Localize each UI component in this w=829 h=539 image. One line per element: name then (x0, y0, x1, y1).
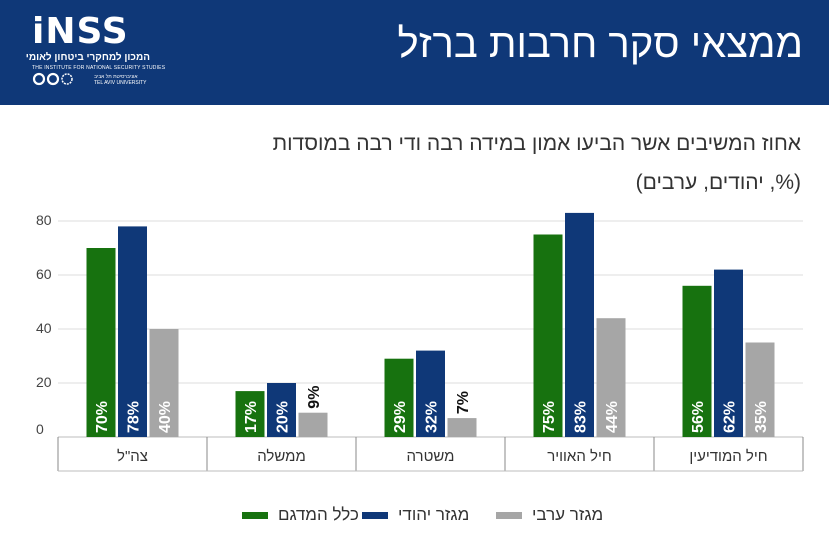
data-label: 75% (541, 401, 558, 433)
data-label: 20% (275, 401, 292, 433)
category-label: משטרה (407, 448, 455, 465)
bar (149, 329, 179, 437)
y-tick-label: 40 (36, 320, 52, 336)
bar (118, 226, 147, 437)
bar (298, 412, 328, 437)
chart-legend: כלל המדגם מגזר יהודי מגזר ערבי (0, 503, 829, 529)
data-label: 70% (94, 401, 111, 433)
bar (235, 391, 265, 437)
data-label: 9% (306, 386, 323, 409)
category-label: ממשלה (257, 448, 306, 465)
y-tick-label: 0 (36, 421, 44, 437)
data-label: 78% (126, 401, 143, 433)
bar (384, 358, 414, 437)
bar (682, 285, 712, 437)
bar (745, 342, 775, 437)
inss-logo: iNSS המכון למחקרי ביטחון לאומי THE INSTI… (25, 11, 166, 92)
data-label: 17% (243, 401, 260, 433)
y-tick-label: 20 (36, 374, 52, 390)
y-tick-label: 60 (36, 266, 52, 282)
category-label: צה"ל (117, 448, 148, 465)
logo-university-hebrew: אוניברסיטת תל אביב (94, 74, 138, 80)
legend-swatch (362, 512, 388, 519)
bar (447, 418, 477, 437)
bar (533, 234, 563, 437)
data-label: 83% (573, 401, 590, 433)
chart-subtitle-line2: (%, יהודים, ערבים) (635, 171, 801, 194)
legend-swatch (242, 512, 268, 519)
chart-subtitle-line1: אחוז המשיבים אשר הביעו אמון במידה רבה וד… (272, 132, 801, 155)
data-label: 35% (753, 401, 770, 433)
legend-label: מגזר יהודי (398, 505, 470, 524)
bar (565, 212, 594, 437)
bar (596, 318, 626, 437)
logo-wordmark: iNSS (32, 11, 129, 52)
data-label: 56% (690, 401, 707, 433)
legend-label: מגזר ערבי (532, 505, 604, 524)
page-title: ממצאי סקר חרבות ברזל (397, 22, 803, 66)
data-label: 32% (424, 401, 441, 433)
bar (267, 383, 296, 437)
logo-rings-icon (32, 72, 73, 86)
data-label: 29% (392, 401, 409, 433)
bar (714, 269, 743, 437)
logo-english-name: THE INSTITUTE FOR NATIONAL SECURITY STUD… (32, 65, 166, 71)
bar (416, 350, 445, 437)
data-label: 44% (604, 401, 621, 433)
data-label: 40% (157, 401, 174, 433)
logo-hebrew-name: המכון למחקרי ביטחון לאומי (25, 52, 150, 63)
legend-swatch (496, 512, 522, 519)
logo-university-english: TEL AVIV UNIVERSITY (94, 80, 147, 86)
bar (86, 248, 116, 437)
bar-chart: 0 20 40 60 80 70% 78% 40% צה"ל 17% 20% 9% ממשלה 29% 32… (36, 212, 804, 472)
header-banner: iNSS המכון למחקרי ביטחון לאומי THE INSTI… (0, 0, 829, 105)
data-label: 7% (455, 391, 472, 414)
category-label: חיל המודיעין (689, 448, 767, 465)
category-label: חיל האוויר (547, 448, 612, 465)
logo-university: אוניברסיטת תל אביב TEL AVIV UNIVERSITY (94, 74, 147, 86)
y-tick-label: 80 (36, 212, 52, 228)
legend-label: כלל המדגם (278, 505, 359, 524)
data-label: 62% (722, 401, 739, 433)
